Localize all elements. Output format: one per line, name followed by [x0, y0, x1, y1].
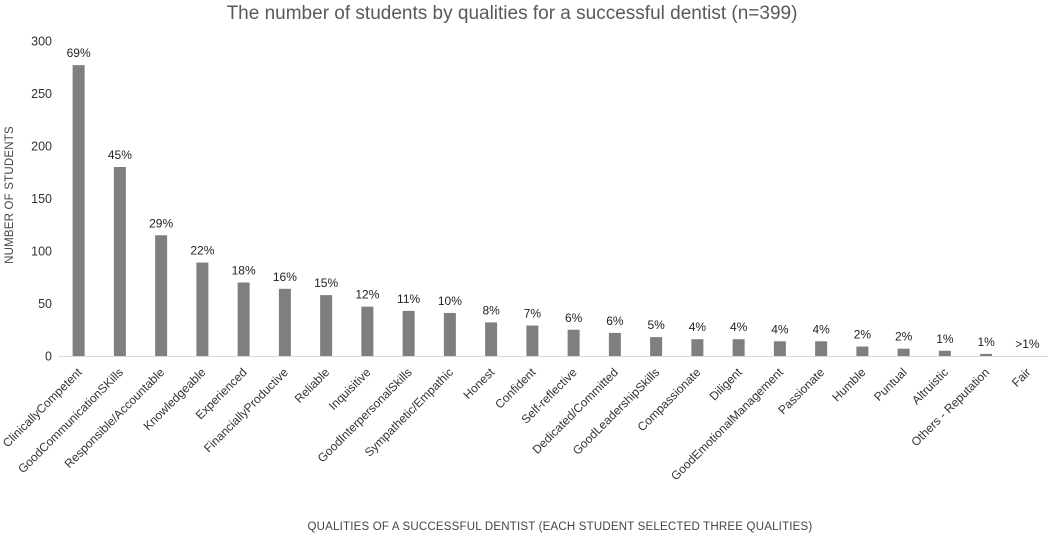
bar: [567, 329, 580, 356]
data-label: 6%: [565, 311, 583, 325]
data-label: 4%: [689, 320, 707, 334]
bar: [856, 346, 869, 356]
bar: [443, 312, 456, 356]
bar: [237, 282, 250, 356]
data-label: 11%: [397, 292, 420, 306]
y-tick-label: 0: [45, 350, 52, 364]
data-label: 1%: [936, 332, 954, 346]
bar: [72, 65, 85, 357]
y-tick-label: 300: [31, 35, 52, 49]
data-label: 22%: [190, 244, 214, 258]
bar: [732, 339, 745, 356]
chart-title: The number of students by qualities for …: [227, 3, 798, 24]
bar: [650, 337, 663, 356]
bar: [980, 353, 993, 356]
bar: [402, 310, 415, 356]
data-label: 4%: [730, 320, 748, 334]
data-label: 2%: [854, 328, 872, 342]
data-labels: 69% 45% 29% 22% 18% 16% 15% 12% 11% 10% 8% 7% 6% 6% 5%…: [67, 46, 1040, 351]
data-label: 18%: [232, 264, 256, 278]
data-label: 45%: [108, 148, 132, 162]
category-label: Diligent: [707, 365, 746, 404]
data-label: 15%: [314, 276, 338, 290]
y-tick-label: 200: [31, 140, 52, 154]
category-label: Reliable: [292, 365, 333, 406]
bar: [815, 341, 828, 356]
y-tick-label: 50: [38, 297, 52, 311]
bar: [320, 295, 333, 356]
data-label: 7%: [524, 307, 542, 321]
data-label: 2%: [895, 330, 913, 344]
bars: [72, 65, 993, 357]
category-label: Honest: [460, 365, 497, 402]
bar: [361, 306, 374, 356]
bar: [938, 350, 951, 356]
bar: [526, 325, 539, 356]
data-label: 6%: [606, 314, 624, 328]
bar: [196, 262, 209, 356]
bar: [608, 332, 621, 356]
data-label: 10%: [438, 294, 462, 308]
bar: [113, 167, 126, 356]
category-label: Altruistic: [909, 365, 951, 407]
data-label: 12%: [355, 288, 379, 302]
bar: [897, 348, 910, 356]
data-label: 4%: [812, 322, 830, 336]
category-label: Puntual: [871, 365, 910, 404]
bar: [155, 235, 168, 356]
data-label: 69%: [67, 46, 91, 60]
data-label: 4%: [771, 322, 789, 336]
category-label: Humble: [829, 365, 868, 404]
data-label: 5%: [647, 318, 665, 332]
data-label: 16%: [273, 270, 297, 284]
data-label: >1%: [1015, 337, 1040, 351]
y-tick-label: 150: [31, 192, 52, 206]
data-label: 1%: [977, 335, 995, 349]
y-tick-label: 100: [31, 245, 52, 259]
x-axis-title: QUALITIES OF A SUCCESSFUL DENTIST (EACH …: [308, 521, 813, 533]
data-label: 29%: [149, 216, 173, 230]
y-tick-labels: 0 50 100 150 200 250 300: [31, 35, 52, 364]
bar: [485, 322, 498, 356]
category-labels: ClinicallyCompetentGoodCommunicationSKil…: [0, 365, 1033, 483]
bar: [773, 341, 786, 356]
category-label: ClinicallyCompetent: [0, 365, 85, 450]
bar: [278, 288, 291, 356]
category-label: Fair: [1009, 365, 1034, 390]
category-label: Others - Reputation: [908, 365, 992, 449]
y-axis-title: NUMBER OF STUDENTS: [4, 126, 16, 264]
y-tick-label: 250: [31, 87, 52, 101]
bar: [691, 339, 704, 356]
data-label: 8%: [482, 303, 500, 317]
